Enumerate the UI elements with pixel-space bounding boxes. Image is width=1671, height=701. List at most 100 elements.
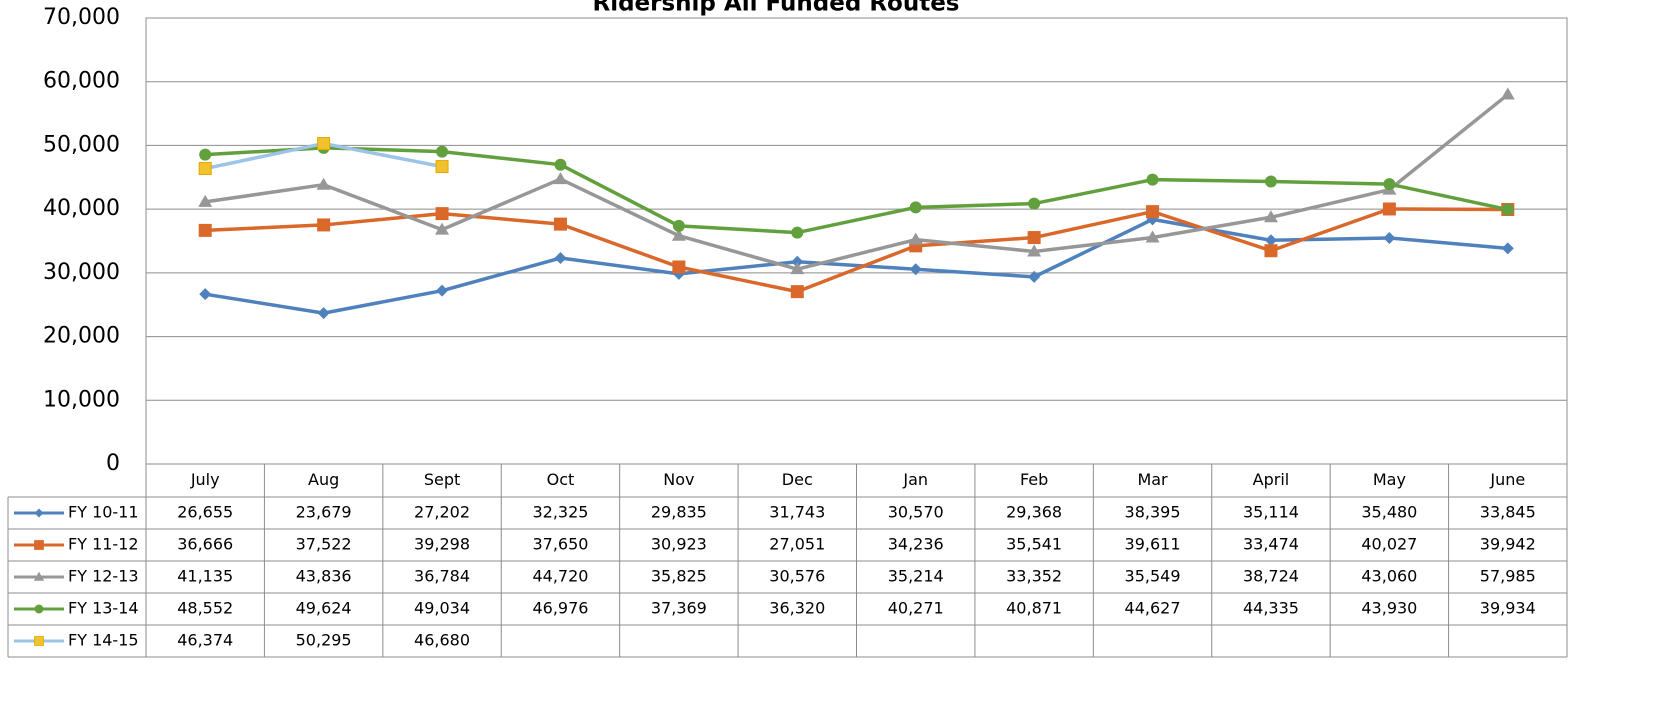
table-value: 39,611: [1125, 535, 1181, 554]
point-marker: [1383, 231, 1396, 244]
table-value: 36,784: [414, 567, 470, 586]
table-value: 44,627: [1125, 599, 1181, 618]
point-marker: [1146, 173, 1159, 186]
point-marker: [909, 263, 922, 276]
table-value: 23,679: [296, 503, 352, 522]
point-marker: [1501, 242, 1514, 255]
table-value: 40,271: [888, 599, 944, 618]
series-line: [204, 217, 1508, 315]
table-value: 46,976: [532, 599, 588, 618]
table-value: 32,325: [532, 503, 588, 522]
point-marker: [1027, 244, 1042, 257]
point-marker: [317, 137, 331, 151]
x-tick-label: Mar: [1137, 470, 1168, 489]
table-value: 35,214: [888, 567, 944, 586]
point-marker: [672, 260, 686, 274]
point-marker: [1028, 197, 1041, 210]
point-marker: [1264, 234, 1277, 247]
table-value: 40,027: [1361, 535, 1417, 554]
point-marker: [198, 223, 212, 237]
x-tick-label: May: [1373, 470, 1406, 489]
table-value: 37,522: [296, 535, 352, 554]
table-value: 41,135: [177, 567, 233, 586]
point-marker: [199, 288, 212, 301]
point-marker: [198, 162, 212, 176]
table-value: 39,298: [414, 535, 470, 554]
point-marker: [909, 201, 922, 214]
table-value: 49,624: [296, 599, 352, 618]
x-tick-label: Jan: [902, 470, 928, 489]
table-value: 35,825: [651, 567, 707, 586]
table-value: 57,985: [1480, 567, 1536, 586]
table-value: 33,474: [1243, 535, 1299, 554]
x-tick-label: April: [1253, 470, 1290, 489]
point-marker: [1146, 205, 1160, 219]
table-value: 31,743: [769, 503, 825, 522]
legend-label: FY 13-14: [68, 599, 139, 618]
y-tick-label: 20,000: [43, 324, 120, 349]
x-tick-label: Feb: [1020, 470, 1048, 489]
table-value: 30,576: [769, 567, 825, 586]
legend-marker: [34, 540, 44, 550]
y-tick-label: 0: [106, 451, 120, 476]
point-marker: [435, 160, 449, 174]
table-value: 39,942: [1480, 535, 1536, 554]
table-value: 38,724: [1243, 567, 1299, 586]
table-value: 33,845: [1480, 503, 1536, 522]
point-marker: [198, 194, 213, 207]
legend-marker: [34, 604, 44, 614]
table-value: 37,369: [651, 599, 707, 618]
table-value: 35,549: [1125, 567, 1181, 586]
legend-marker: [34, 508, 44, 518]
point-marker: [436, 145, 449, 158]
point-marker: [1264, 175, 1277, 188]
legend-label: FY 10-11: [68, 503, 139, 522]
point-marker: [1145, 230, 1160, 243]
point-marker: [554, 252, 567, 265]
table-value: 34,236: [888, 535, 944, 554]
point-marker: [671, 228, 686, 241]
x-tick-label: Oct: [547, 470, 575, 489]
table-value: 29,368: [1006, 503, 1062, 522]
point-marker: [672, 219, 685, 232]
point-marker: [1382, 202, 1396, 216]
table-value: 46,680: [414, 631, 470, 650]
table-value: 27,202: [414, 503, 470, 522]
table-value: 43,836: [296, 567, 352, 586]
point-marker: [791, 226, 804, 239]
point-marker: [1383, 178, 1396, 191]
x-tick-label: Sept: [424, 470, 460, 489]
y-tick-label: 70,000: [43, 5, 120, 30]
x-tick-label: Dec: [782, 470, 813, 489]
point-marker: [1500, 87, 1515, 100]
point-marker: [317, 218, 331, 232]
y-tick-label: 60,000: [43, 69, 120, 94]
legend-label: FY 11-12: [68, 535, 139, 554]
point-marker: [790, 262, 805, 275]
table-value: 36,666: [177, 535, 233, 554]
table-value: 26,655: [177, 503, 233, 522]
point-marker: [435, 207, 449, 221]
point-marker: [908, 232, 923, 245]
legend-label: FY 14-15: [68, 631, 139, 650]
table-value: 40,871: [1006, 599, 1062, 618]
point-marker: [553, 217, 567, 231]
y-tick-label: 30,000: [43, 260, 120, 285]
table-value: 44,720: [532, 567, 588, 586]
point-marker: [317, 307, 330, 320]
table-value: 43,060: [1361, 567, 1417, 586]
table-value: 43,930: [1361, 599, 1417, 618]
table-value: 33,352: [1006, 567, 1062, 586]
point-marker: [1501, 203, 1514, 216]
table-value: 35,541: [1006, 535, 1062, 554]
point-marker: [553, 172, 568, 185]
point-marker: [436, 284, 449, 297]
table-value: 27,051: [769, 535, 825, 554]
table-value: 29,835: [651, 503, 707, 522]
table-value: 37,650: [532, 535, 588, 554]
point-marker: [435, 222, 450, 235]
series-line: [205, 146, 1509, 235]
y-tick-label: 40,000: [43, 196, 120, 221]
chart-title: Ridership All Funded Routes: [592, 0, 959, 17]
